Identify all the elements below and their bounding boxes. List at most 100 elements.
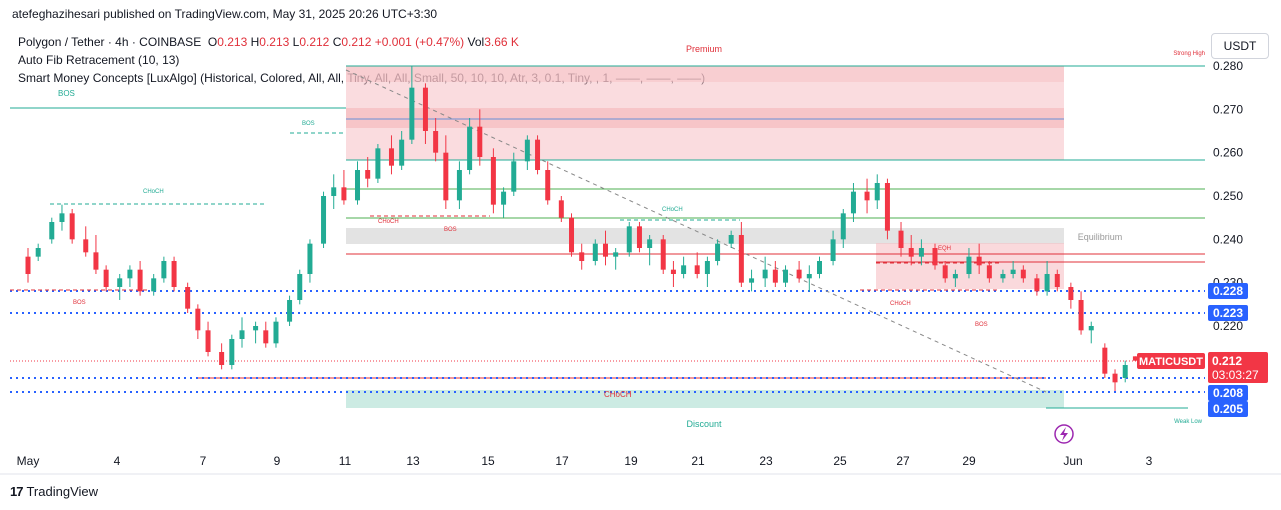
candle-body xyxy=(1112,373,1118,383)
candle-body xyxy=(273,321,279,344)
candle-body xyxy=(1122,365,1128,378)
tradingview-logo-icon: 17 xyxy=(10,484,24,499)
candle-body xyxy=(816,261,822,274)
candle-body xyxy=(864,191,870,201)
candle-body xyxy=(1000,274,1006,279)
x-tick-label: 27 xyxy=(896,454,910,468)
symbol-name[interactable]: Polygon / Tether · 4h · COINBASE xyxy=(18,35,202,49)
candle-body xyxy=(1132,356,1138,361)
choch-label-5: CHoCH xyxy=(604,390,632,399)
candle-body xyxy=(35,248,41,257)
tag-205-bg xyxy=(1208,401,1248,417)
candle-body xyxy=(976,256,982,266)
candle-body xyxy=(796,269,802,279)
candle-body xyxy=(137,269,143,292)
candle-body xyxy=(647,239,653,248)
lightning-icon[interactable] xyxy=(1054,424,1074,444)
candle-body xyxy=(69,213,75,240)
candle-body xyxy=(399,139,405,166)
currency-unit-button[interactable]: USDT xyxy=(1211,33,1269,59)
candle-body xyxy=(195,308,201,331)
x-tick-label: 19 xyxy=(624,454,638,468)
x-tick-label: 29 xyxy=(962,454,976,468)
candle-body xyxy=(558,200,564,218)
candle-body xyxy=(579,252,585,261)
choch-label-2: CHoCH xyxy=(662,207,683,213)
candle-body xyxy=(388,148,394,166)
candle-body xyxy=(185,287,191,309)
tag-205: 0.205 xyxy=(1213,402,1243,416)
choch-label-1: CHoCH xyxy=(143,189,164,195)
annotations-layer: Premium Equilibrium Discount Strong High… xyxy=(58,44,1205,429)
choch-label-3: CHoCH xyxy=(378,219,399,225)
brand-name: TradingView xyxy=(26,484,99,499)
x-tick-label: May xyxy=(17,454,40,468)
y-tick-label: 0.220 xyxy=(1213,319,1243,333)
candle-body xyxy=(762,269,768,279)
candle-body xyxy=(613,252,619,257)
candle-body xyxy=(569,217,575,253)
candle-body xyxy=(670,269,676,274)
candle-body xyxy=(151,278,157,292)
levels-layer xyxy=(10,65,1205,409)
published-line: atefeghazihesari published on TradingVie… xyxy=(12,7,438,21)
candle-body xyxy=(966,256,972,274)
candle-body xyxy=(850,191,856,214)
bos-label-1: BOS xyxy=(58,89,75,98)
candle-body xyxy=(840,213,846,240)
tag-223-bg xyxy=(1208,305,1248,321)
x-tick-label: 15 xyxy=(481,454,495,468)
change-value: +0.001 (+0.47%) xyxy=(374,35,465,49)
candle-body xyxy=(1044,274,1050,292)
discount-zone xyxy=(346,390,1064,408)
candle-body xyxy=(477,126,483,157)
candle-body xyxy=(694,265,700,274)
candle-body xyxy=(409,87,415,140)
high-value: 0.213 xyxy=(259,35,290,49)
bos-label-2: BOS xyxy=(302,121,315,127)
candle-body xyxy=(681,265,687,274)
candle-body xyxy=(341,187,347,201)
candle-body xyxy=(830,239,836,261)
candle-body xyxy=(545,170,551,201)
candle-body xyxy=(592,243,598,261)
candle-body xyxy=(490,157,496,205)
premium-label: Premium xyxy=(686,44,722,54)
candle-body xyxy=(161,261,167,279)
tag-208-bg xyxy=(1208,385,1248,401)
y-tick-label: 0.270 xyxy=(1213,102,1243,116)
x-tick-label: 21 xyxy=(691,454,705,468)
candle-body xyxy=(908,248,914,257)
candle-body xyxy=(59,213,65,222)
candle-body xyxy=(25,256,31,274)
candle-body xyxy=(433,131,439,153)
candle-body xyxy=(602,243,608,257)
candle-body xyxy=(375,148,381,179)
candle-body xyxy=(932,248,938,266)
candle-body xyxy=(253,326,259,331)
candle-body xyxy=(365,170,371,179)
candle-body xyxy=(918,248,924,257)
candle-body xyxy=(93,252,99,270)
countdown-tag: 03:03:27 xyxy=(1212,368,1259,382)
candle-body xyxy=(952,274,958,279)
candle-body xyxy=(660,239,666,270)
candle-body xyxy=(749,278,755,283)
candle-body xyxy=(884,183,890,231)
candle-body xyxy=(626,226,632,253)
strong-high-zone xyxy=(346,108,1064,128)
indicator-fib[interactable]: Auto Fib Retracement (10, 13) xyxy=(18,53,180,67)
y-tick-label: 0.280 xyxy=(1213,59,1243,73)
candle-body xyxy=(1102,347,1108,374)
candle-body xyxy=(704,261,710,274)
candle-body xyxy=(229,339,235,365)
candle-body xyxy=(524,139,530,162)
x-tick-label: 13 xyxy=(406,454,420,468)
last-price-bg xyxy=(1208,352,1268,383)
candle-body xyxy=(456,170,462,201)
candle-body xyxy=(783,269,789,283)
candle-body xyxy=(331,187,337,196)
candle-body xyxy=(511,161,517,192)
close-value: 0.212 xyxy=(341,35,372,49)
